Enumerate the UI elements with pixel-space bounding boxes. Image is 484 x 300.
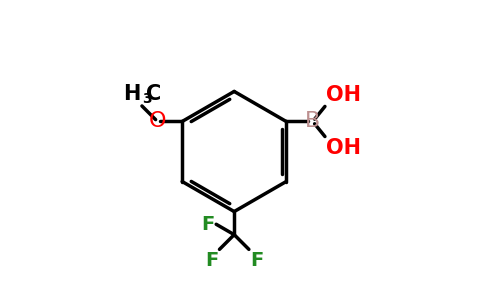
Text: F: F — [201, 215, 214, 234]
Text: H: H — [123, 84, 141, 104]
Text: O: O — [149, 112, 166, 131]
Text: OH: OH — [326, 138, 361, 158]
Text: 3: 3 — [142, 92, 151, 106]
Text: B: B — [305, 112, 320, 131]
Text: OH: OH — [326, 85, 361, 105]
Text: F: F — [250, 250, 263, 269]
Text: C: C — [146, 84, 161, 104]
Text: F: F — [205, 250, 218, 269]
